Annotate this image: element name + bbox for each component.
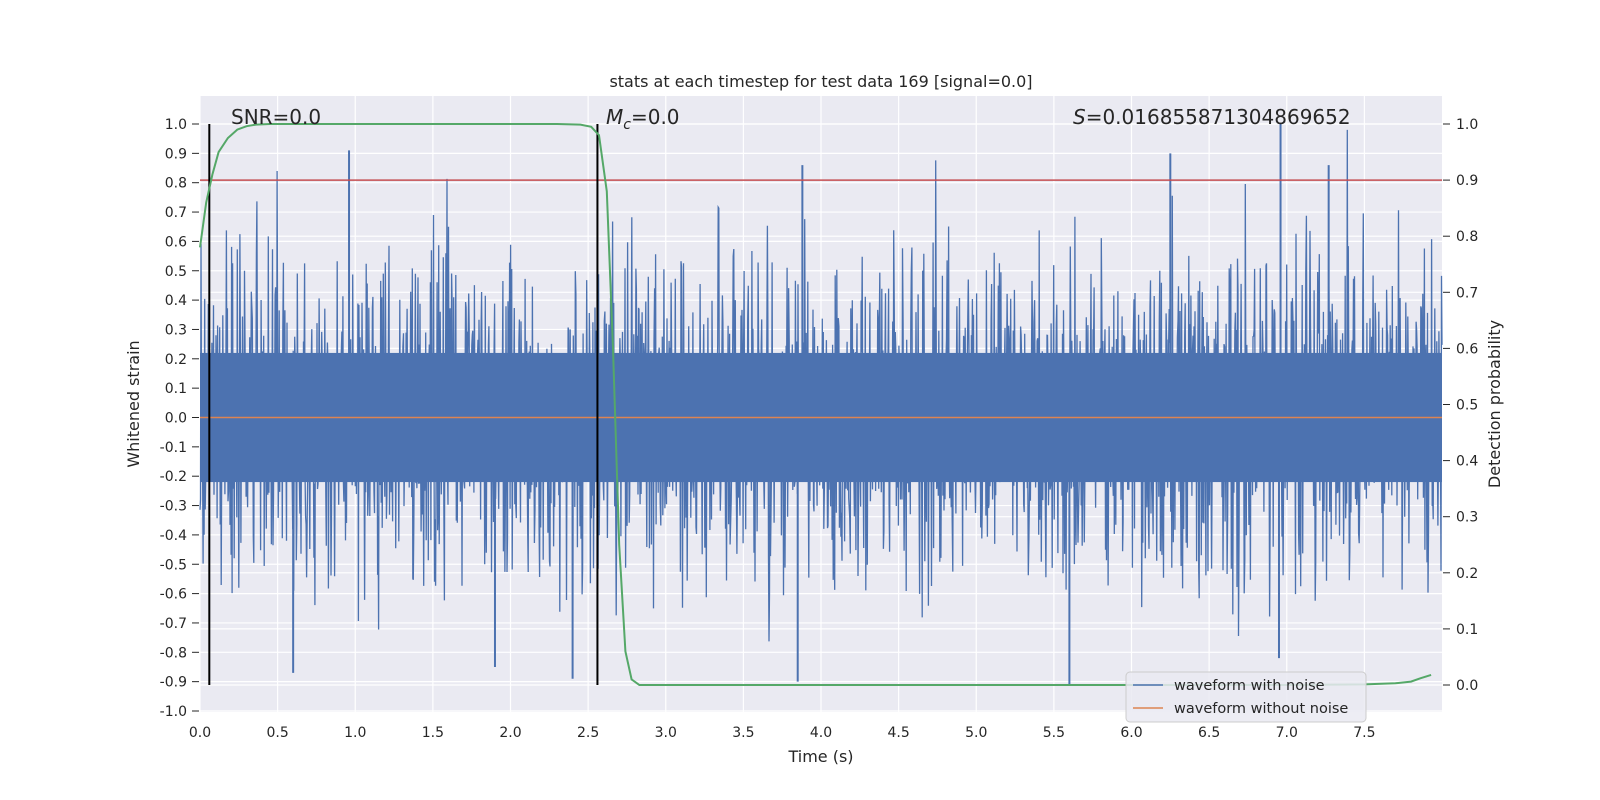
x-tick-label: 0.5: [266, 725, 288, 741]
x-tick-label: 0.0: [189, 725, 211, 741]
legend: waveform with noise waveform without noi…: [1125, 671, 1367, 723]
chart-title: stats at each timestep for test data 169…: [609, 72, 1032, 91]
y-tick-label: -0.8: [160, 645, 187, 661]
y-tick-label: -0.5: [160, 557, 187, 573]
y2-tick-label: 0.5: [1456, 398, 1478, 414]
y-tick-label: 0.6: [165, 234, 187, 250]
y-tick-label: 0.0: [165, 411, 187, 427]
annotation-s-statistic: S=0.016855871304869652: [1073, 105, 1351, 129]
x-tick-label: 5.0: [965, 725, 987, 741]
x-axis-label: Time (s): [787, 747, 853, 766]
y-tick-label: 0.5: [165, 264, 187, 280]
y2-axis-ticks: 1.0 0.9 0.8 0.7 0.6 0.5 0.4 0.3 0.2 0.1 0.0: [1443, 117, 1478, 694]
y-tick-label: -1.0: [160, 704, 187, 720]
y2-tick-label: 0.8: [1456, 229, 1478, 245]
x-tick-label: 4.5: [887, 725, 909, 741]
x-tick-label: 4.0: [810, 725, 832, 741]
x-tick-label: 3.0: [655, 725, 677, 741]
y-tick-label: 1.0: [165, 117, 187, 133]
y-tick-label: 0.8: [165, 176, 187, 192]
x-tick-label: 2.0: [499, 725, 521, 741]
s-symbol: S: [1073, 105, 1086, 129]
y2-tick-label: 1.0: [1456, 117, 1478, 133]
x-tick-label: 6.5: [1198, 725, 1220, 741]
y2-tick-label: 0.9: [1456, 173, 1478, 189]
x-tick-label: 1.5: [422, 725, 444, 741]
y-tick-label: -0.9: [160, 675, 187, 691]
y-axis-ticks: 1.0 0.9 0.8 0.7 0.6 0.5 0.4 0.3 0.2 0.1 0.0 -0.1 -0.…: [160, 117, 199, 720]
x-tick-label: 7.0: [1276, 725, 1298, 741]
y-tick-label: -0.6: [160, 587, 187, 603]
y-tick-label: -0.1: [160, 440, 187, 456]
x-axis-ticks: 0.0 0.5 1.0 1.5 2.0 2.5 3.0 3.5 4.0 4.5 5.0 5.5 6.0 6…: [189, 725, 1376, 741]
y2-tick-label: 0.7: [1456, 285, 1478, 301]
y2-axis-label: Detection probability: [1485, 320, 1504, 488]
y-tick-label: -0.3: [160, 499, 187, 515]
y-tick-label: -0.4: [160, 528, 187, 544]
mc-subscript: c: [623, 117, 631, 133]
legend-label-with-noise: waveform with noise: [1174, 678, 1325, 694]
x-tick-label: 2.5: [577, 725, 599, 741]
annotation-snr: SNR=0.0: [231, 105, 321, 129]
annotation-chirp-mass: Mc=0.0: [606, 105, 680, 133]
y-tick-label: 0.1: [165, 381, 187, 397]
legend-label-without-noise: waveform without noise: [1174, 701, 1348, 717]
y-tick-label: 0.3: [165, 322, 187, 338]
y2-tick-label: 0.2: [1456, 566, 1478, 582]
y2-tick-label: 0.0: [1456, 678, 1478, 694]
y-tick-label: -0.2: [160, 469, 187, 485]
y-tick-label: 0.4: [165, 293, 187, 309]
y2-tick-label: 0.6: [1456, 341, 1478, 357]
x-tick-label: 3.5: [732, 725, 754, 741]
y-tick-label: 0.7: [165, 205, 187, 221]
x-tick-label: 5.5: [1043, 725, 1065, 741]
y2-tick-label: 0.4: [1456, 454, 1478, 470]
legend-box: [1125, 671, 1367, 723]
y-tick-label: 0.2: [165, 352, 187, 368]
x-tick-label: 1.0: [344, 725, 366, 741]
y-axis-label: Whitened strain: [124, 340, 143, 467]
s-value: =0.016855871304869652: [1086, 105, 1351, 129]
y-tick-label: 0.9: [165, 146, 187, 162]
mc-value: =0.0: [631, 105, 680, 129]
y-tick-label: -0.7: [160, 616, 187, 632]
mc-symbol: M: [606, 105, 623, 129]
x-tick-label: 6.0: [1120, 725, 1142, 741]
y2-tick-label: 0.3: [1456, 510, 1478, 526]
y2-tick-label: 0.1: [1456, 622, 1478, 638]
x-tick-label: 7.5: [1353, 725, 1375, 741]
